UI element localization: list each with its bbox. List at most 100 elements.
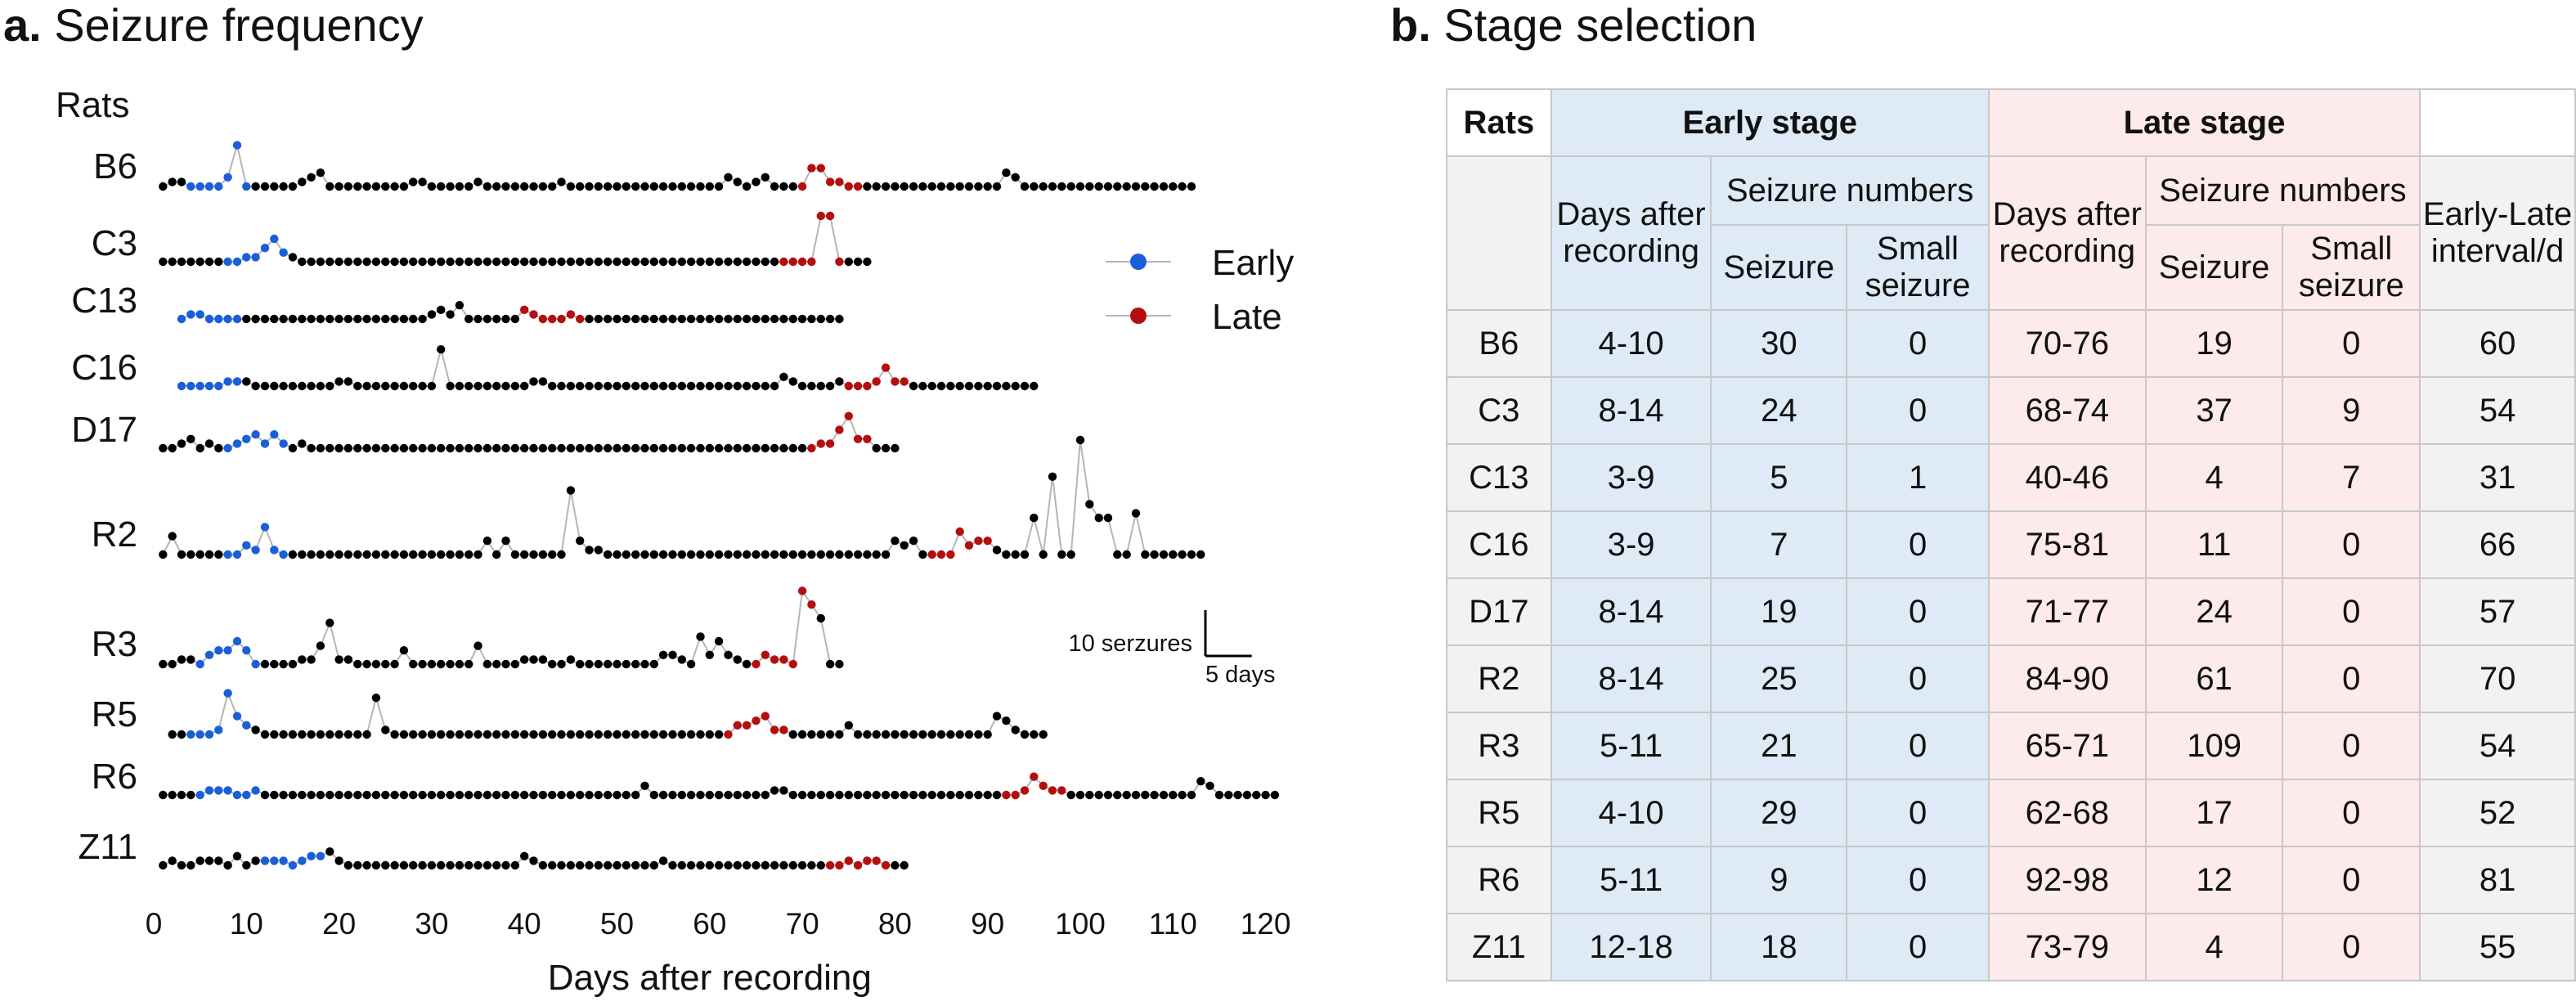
data-point: [640, 257, 649, 267]
data-point: [1039, 550, 1048, 559]
data-point: [270, 790, 279, 800]
data-point: [371, 550, 381, 559]
data-point: [214, 182, 223, 191]
data-point: [566, 790, 576, 800]
data-point: [1039, 730, 1048, 739]
x-tick-label: 10: [230, 907, 263, 941]
data-point: [1048, 786, 1057, 795]
data-point: [260, 244, 270, 253]
data-point: [464, 257, 473, 267]
data-point: [770, 314, 779, 324]
data-point: [724, 860, 733, 870]
legend-marker-late: [1130, 308, 1147, 324]
data-point: [714, 182, 724, 191]
data-point: [334, 856, 343, 865]
data-point: [677, 257, 686, 267]
data-point: [418, 659, 427, 669]
data-point: [576, 257, 585, 267]
data-point: [446, 381, 455, 391]
cell-late-days: 71-77: [1987, 577, 2147, 646]
data-point: [604, 550, 613, 559]
table-row: R2 8-14 25 0 84-90 61 0 70: [1446, 644, 2576, 713]
cell-early-small-seizure: 0: [1846, 510, 1990, 579]
stage-selection-table: Rats Early stage Late stage Days after r…: [1446, 88, 2576, 981]
data-point: [677, 730, 686, 739]
data-point: [501, 314, 510, 324]
data-point: [390, 730, 399, 739]
data-point: [1196, 550, 1205, 559]
data-point: [399, 314, 409, 324]
data-point: [604, 257, 613, 267]
data-point: [566, 655, 576, 664]
data-point: [251, 659, 260, 669]
data-point: [714, 636, 724, 646]
data-point: [492, 790, 501, 800]
data-point: [371, 694, 381, 703]
data-point: [1233, 790, 1242, 800]
data-point: [613, 860, 622, 870]
data-point: [529, 182, 538, 191]
data-point: [362, 550, 371, 559]
cell-early-small-seizure: 0: [1846, 846, 1990, 914]
header-late-seizure: Seizure: [2144, 224, 2284, 311]
data-point: [177, 730, 186, 739]
data-point: [437, 305, 446, 314]
data-point: [853, 257, 863, 267]
data-point: [696, 550, 705, 559]
panel-a-title: a. Seizure frequency: [3, 0, 424, 52]
data-point: [223, 646, 232, 655]
data-point: [872, 550, 881, 559]
data-point: [779, 372, 788, 381]
data-point: [1242, 790, 1252, 800]
data-point: [622, 860, 631, 870]
table-row: R6 5-11 9 0 92-98 12 0 81: [1446, 846, 2576, 914]
data-point: [446, 310, 455, 319]
cell-rat: R6: [1446, 846, 1552, 914]
data-point: [223, 550, 232, 559]
data-point: [232, 790, 242, 800]
data-point: [752, 443, 761, 453]
data-point: [232, 550, 242, 559]
data-point: [520, 550, 529, 559]
data-point: [501, 537, 510, 546]
data-point: [733, 655, 742, 664]
data-point: [279, 182, 288, 191]
data-point: [900, 182, 909, 191]
data-point: [835, 659, 844, 669]
data-point: [658, 730, 668, 739]
data-point: [797, 730, 807, 739]
data-point: [816, 730, 825, 739]
data-point: [752, 257, 761, 267]
data-point: [353, 659, 362, 669]
data-point: [863, 434, 872, 443]
data-point: [1030, 730, 1039, 739]
data-point: [186, 655, 195, 664]
cell-early-days: 3-9: [1550, 510, 1712, 579]
data-point: [427, 443, 437, 453]
data-point: [797, 790, 807, 800]
data-point: [270, 659, 279, 669]
data-point: [576, 443, 585, 453]
data-point: [334, 257, 343, 267]
x-tick-label: 80: [878, 907, 912, 941]
data-point: [640, 781, 649, 790]
data-point: [538, 730, 548, 739]
data-point: [649, 182, 658, 191]
data-point: [242, 314, 251, 324]
data-point: [622, 381, 631, 391]
data-point: [260, 856, 270, 865]
data-point: [390, 314, 399, 324]
data-point: [159, 659, 168, 669]
data-point: [946, 182, 955, 191]
data-point: [881, 443, 891, 453]
data-point: [242, 646, 251, 655]
data-point: [686, 790, 696, 800]
header-rats-blank: [1446, 155, 1552, 311]
data-point: [195, 790, 204, 800]
data-point: [1187, 790, 1196, 800]
data-point: [668, 790, 677, 800]
table-row: R5 4-10 29 0 62-68 17 0 52: [1446, 779, 2576, 847]
data-point: [668, 257, 677, 267]
data-point: [177, 860, 186, 870]
data-point: [807, 257, 816, 267]
